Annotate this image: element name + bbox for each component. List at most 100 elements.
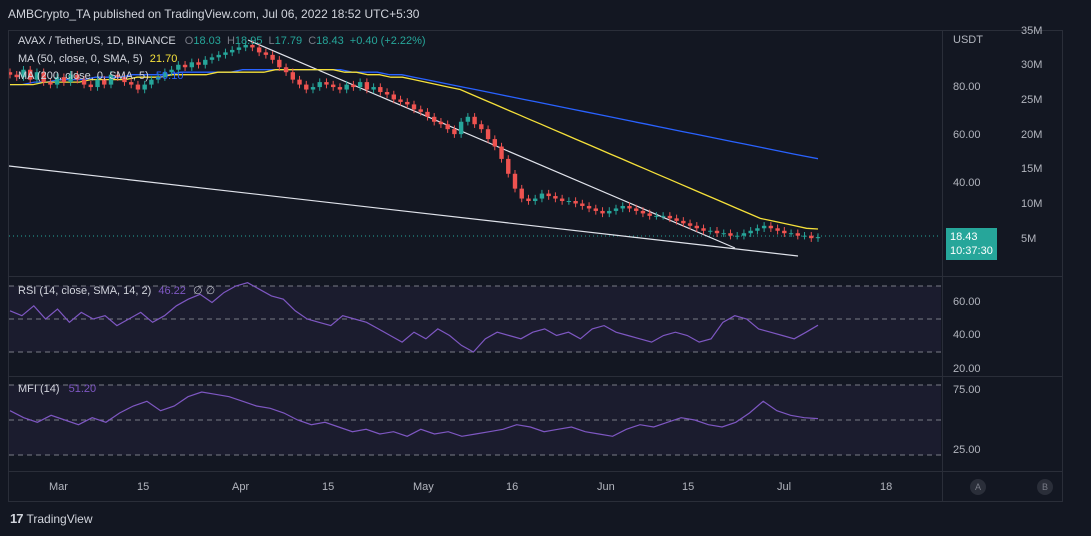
last-price-value: 18.43	[950, 231, 978, 243]
candle-body	[216, 54, 221, 58]
candle-body	[21, 69, 26, 78]
main-price-pane	[9, 39, 821, 257]
candle-body	[573, 201, 578, 204]
candle-body	[243, 44, 248, 48]
candle-body	[485, 129, 491, 140]
candle-body	[256, 47, 262, 53]
rsi-value: 46.22	[158, 285, 186, 297]
candle-body	[748, 230, 753, 234]
candle-body	[357, 82, 363, 88]
last-price-tag: 18.43 10:37:30	[946, 228, 997, 260]
candle-body	[667, 215, 673, 219]
rsi-tick-20: 20.00	[953, 363, 981, 375]
symbol-legend[interactable]: AVAX / TetherUS, 1D, BINANCE O18.03 H18.…	[18, 35, 426, 47]
candle-body	[129, 82, 134, 85]
candle-body	[331, 84, 336, 88]
volume-tick-20m: 20M	[1021, 129, 1043, 141]
volume-tick-25m: 25M	[1021, 94, 1043, 106]
time-axis-separator	[8, 471, 1063, 472]
open-label: O	[184, 35, 194, 47]
price-tick-80: 80.00	[953, 81, 981, 93]
price-tick-40: 40.00	[953, 177, 981, 189]
candle-body	[297, 79, 302, 85]
candle-body	[391, 94, 396, 100]
candle-body	[465, 116, 471, 122]
candle-body	[714, 230, 720, 234]
candle-body	[425, 111, 430, 117]
candle-body	[768, 225, 774, 229]
candle-body	[34, 72, 40, 80]
candle-body	[176, 64, 181, 70]
price-tick-60: 60.00	[953, 129, 981, 141]
candle-body	[546, 193, 551, 197]
scale-b-button[interactable]: B	[1037, 479, 1053, 495]
candle-body	[640, 210, 646, 214]
lower-trendline[interactable]	[9, 165, 799, 257]
candle-body	[788, 233, 794, 235]
rsi-label: RSI (14, close, SMA, 14, 2)	[18, 285, 152, 297]
candle-body	[351, 84, 356, 88]
mfi-legend[interactable]: MFI (14) 51.20	[18, 383, 96, 395]
tradingview-branding[interactable]: 17 TradingView	[10, 511, 93, 526]
candle-body	[809, 235, 814, 239]
auto-scale-button[interactable]: A	[970, 479, 986, 495]
candle-body	[472, 116, 477, 125]
mfi-tick-75: 75.00	[953, 384, 981, 396]
candle-body	[735, 235, 740, 237]
candle-body	[539, 193, 545, 199]
candle-body	[337, 87, 343, 90]
candle-body	[364, 82, 370, 90]
high-value: 18.95	[234, 35, 263, 47]
ma50-value: 21.70	[149, 53, 178, 65]
candle-body	[88, 84, 93, 88]
time-tick-may-16: 16	[506, 481, 519, 493]
candle-body	[586, 205, 592, 209]
ma50-label: MA (50, close, 0, SMA, 5)	[18, 53, 143, 65]
candle-body	[209, 57, 215, 60]
candle-body	[761, 225, 767, 229]
candle-body	[506, 158, 511, 174]
volume-tick-15m: 15M	[1021, 163, 1043, 175]
candle-body	[162, 72, 168, 78]
candle-body	[324, 82, 329, 85]
mfi-value: 51.20	[68, 383, 97, 395]
candle-body	[384, 92, 390, 95]
time-tick-jul-18: 18	[880, 481, 893, 493]
candle-body	[782, 230, 787, 234]
candle-body	[405, 101, 410, 105]
candle-body	[142, 84, 147, 90]
candle-body	[371, 87, 376, 90]
volume-tick-10m: 10M	[1021, 198, 1043, 210]
candle-body	[28, 69, 33, 80]
candle-body	[9, 72, 13, 75]
candle-body	[458, 121, 464, 135]
time-tick-jun-15: 15	[682, 481, 695, 493]
candle-body	[721, 233, 726, 235]
low-label: L	[268, 35, 275, 47]
candle-body	[203, 59, 208, 65]
close-value: 18.43	[316, 35, 344, 47]
candle-body	[647, 213, 652, 216]
candle-body	[479, 124, 484, 130]
candle-body	[270, 54, 275, 60]
chart-frame	[8, 30, 1063, 502]
volume-tick-5m: 5M	[1021, 233, 1037, 245]
ma50-legend[interactable]: MA (50, close, 0, SMA, 5) 21.70	[18, 53, 177, 65]
candle-body	[48, 82, 53, 85]
ma200-line	[10, 69, 819, 160]
candle-body	[169, 69, 174, 73]
candle-body	[304, 84, 309, 90]
bar-countdown: 10:37:30	[950, 245, 993, 257]
time-tick-apr: Apr	[232, 481, 250, 493]
candle-body	[452, 129, 457, 135]
ma200-legend[interactable]: MA (200, close, 0, SMA, 5) 50.10	[18, 70, 183, 82]
mfi-line	[9, 391, 819, 437]
change-value: +0.40 (+2.22%)	[349, 35, 426, 47]
candle-body	[519, 188, 524, 199]
upper-trendline[interactable]	[247, 39, 736, 249]
candle-body	[512, 173, 518, 189]
rsi-legend[interactable]: RSI (14, close, SMA, 14, 2) 46.22 ∅ ∅	[18, 284, 215, 297]
candle-body	[620, 205, 625, 209]
candle-body	[775, 228, 780, 231]
